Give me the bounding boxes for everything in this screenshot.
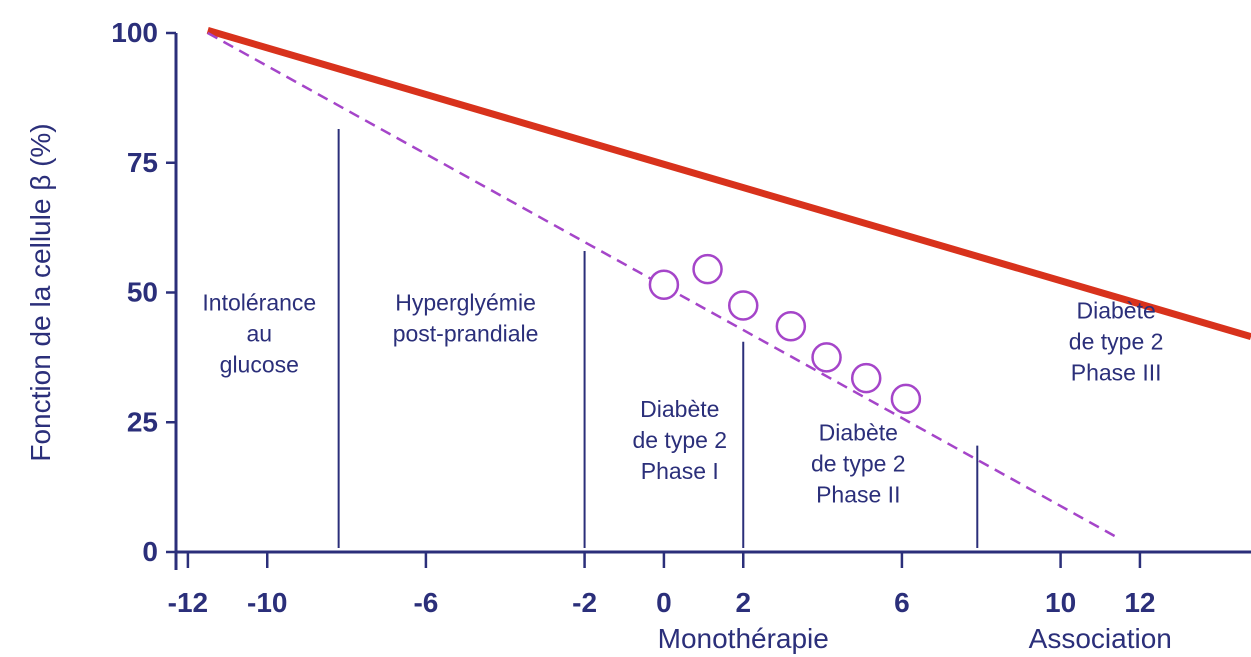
solid-decline-line bbox=[206, 27, 1251, 340]
x-tick-label: 12 bbox=[1124, 587, 1155, 618]
x-tick-label: 10 bbox=[1045, 587, 1076, 618]
region-label-line: Intolérance bbox=[202, 290, 316, 316]
region-label-line: de type 2 bbox=[1069, 328, 1164, 354]
y-tick-label: 100 bbox=[111, 17, 158, 48]
x-tick-label: -6 bbox=[413, 587, 438, 618]
region-label: Diabète de type 2 Phase III bbox=[1069, 297, 1164, 385]
y-axis-label: Fonction de la cellule β (%) bbox=[25, 123, 56, 461]
x-tick-label: -12 bbox=[168, 587, 208, 618]
region-label-line: Diabète bbox=[1076, 297, 1155, 323]
region-label: Intolérance au glucose bbox=[202, 290, 316, 378]
data-point-marker bbox=[890, 383, 922, 415]
region-label-line: de type 2 bbox=[811, 450, 906, 476]
region-label-line: post-prandiale bbox=[393, 321, 539, 347]
data-point-marker bbox=[850, 362, 882, 394]
region-label-line: Diabète bbox=[819, 419, 898, 445]
data-point-marker bbox=[811, 342, 842, 373]
region-label-line: Diabète bbox=[640, 396, 719, 422]
region-label-line: Phase II bbox=[816, 481, 900, 507]
data-point-marker bbox=[692, 253, 723, 285]
region-label-line: au bbox=[247, 321, 273, 347]
x-sublabel: Monothérapie bbox=[658, 623, 829, 654]
x-tick-label: 6 bbox=[894, 587, 910, 618]
data-point-marker bbox=[775, 310, 807, 342]
data-point-marker bbox=[728, 290, 759, 321]
region-label: Diabète de type 2 Phase II bbox=[811, 419, 906, 507]
region-label-line: de type 2 bbox=[632, 427, 727, 453]
x-tick-label: 0 bbox=[656, 587, 672, 618]
y-tick-label: 0 bbox=[142, 536, 158, 567]
region-label: Hyperglyémie post-prandiale bbox=[393, 290, 539, 347]
x-sublabel: Association bbox=[1029, 623, 1172, 654]
y-tick-label: 50 bbox=[127, 277, 158, 308]
region-label-line: Hyperglyémie bbox=[395, 290, 536, 316]
region-label-line: Phase I bbox=[641, 458, 719, 484]
y-tick-label: 25 bbox=[127, 406, 158, 437]
x-tick-label: 2 bbox=[735, 587, 751, 618]
region-label: Diabète de type 2 Phase I bbox=[632, 396, 727, 484]
region-label-line: glucose bbox=[220, 352, 299, 378]
x-tick-label: -10 bbox=[247, 587, 287, 618]
x-tick-label: -2 bbox=[572, 587, 597, 618]
data-point-marker bbox=[648, 269, 680, 300]
region-label-line: Phase III bbox=[1071, 359, 1162, 385]
y-tick-label: 75 bbox=[127, 147, 158, 178]
dashed-decline-line bbox=[207, 31, 1121, 541]
